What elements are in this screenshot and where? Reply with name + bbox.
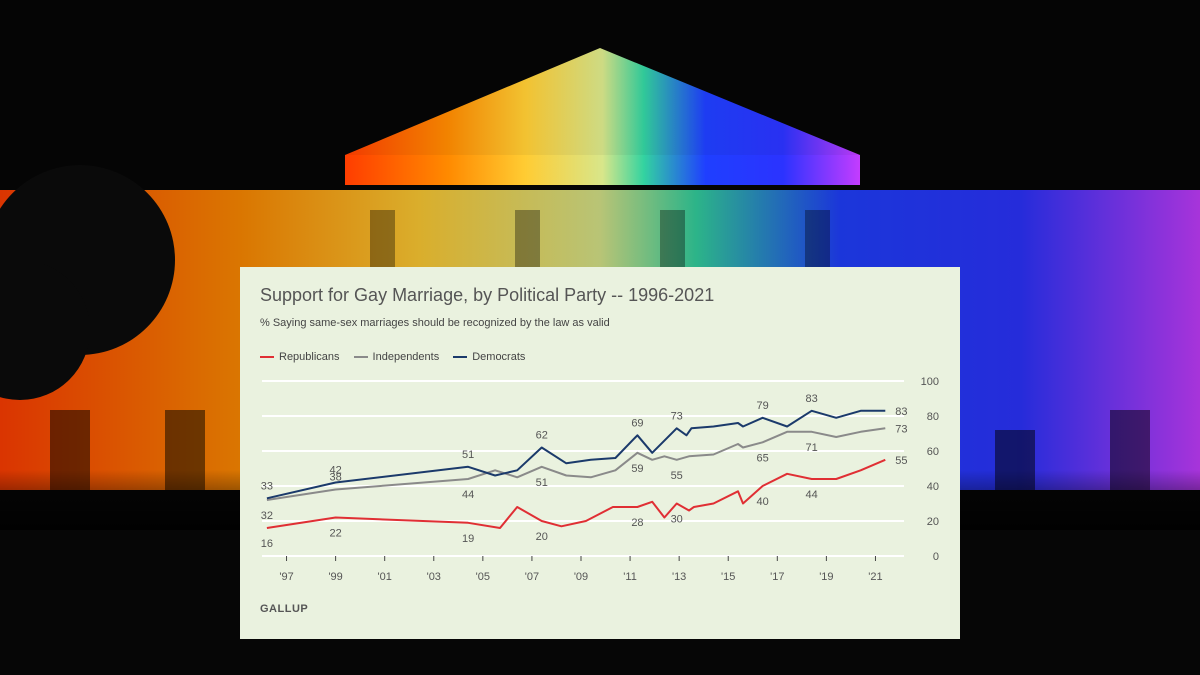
data-label-democrats: 79 [756,400,768,412]
legend-label-independents: Independents [372,351,440,363]
x-tick-label: '15 [721,571,735,583]
data-label-republicans: 20 [536,531,548,543]
y-tick-label: 100 [921,376,939,388]
legend-item-independents: Independents [353,351,440,363]
data-label-independents: 32 [261,510,273,522]
data-label-independents: 55 [671,470,683,482]
data-label-republicans: 30 [671,514,683,526]
chart-legend: Republicans Independents Democrats [260,351,525,363]
data-label-republicans: 19 [462,533,474,545]
data-label-independents: 59 [631,463,643,475]
legend-item-republicans: Republicans [260,351,340,363]
legend-swatch-independents [353,356,368,358]
y-tick-label: 20 [927,516,939,528]
y-tick-label: 40 [927,481,939,493]
legend-swatch-republicans [260,356,274,358]
line-chart: 16 22 19 20 28 30 40 44 55 32 38 44 51 59 55 65 71 73 33 42… [261,376,939,583]
x-tick-label: '01 [378,571,392,583]
data-label-democrats: 62 [536,430,548,442]
x-tick-label: '19 [819,571,833,583]
data-label-independents: 38 [329,472,341,484]
y-tick-label: 80 [927,411,939,423]
legend-swatch-democrats [453,356,468,358]
data-label-independents: 51 [536,477,548,489]
data-label-democrats: 51 [462,449,474,461]
x-tick-label: '21 [868,571,882,583]
series-line-republicans [266,458,886,529]
legend-item-democrats: Democrats [453,351,525,363]
x-tick-label: '11 [623,571,637,583]
y-tick-label: 60 [927,446,939,458]
x-tick-label: '05 [476,571,490,583]
data-label-republicans: 28 [631,517,643,529]
data-label-democrats: 73 [671,410,683,422]
data-label-democrats: 83 [895,406,907,418]
data-label-republicans: 40 [756,496,768,508]
data-label-independents: 73 [895,423,907,435]
x-tick-label: '03 [427,571,441,583]
y-tick-label: 0 [933,551,939,563]
legend-label-republicans: Republicans [279,351,340,363]
x-tick-label: '97 [279,571,293,583]
chart-subtitle: % Saying same-sex marriages should be re… [260,317,610,329]
chart-card: 16 22 19 20 28 30 40 44 55 32 38 44 51 59 55 65 71 73 33 42… [240,267,960,639]
x-tick-label: '09 [574,571,588,583]
x-tick-label: '07 [525,571,539,583]
data-label-democrats: 69 [631,417,643,429]
series-line-democrats [266,409,886,500]
series-line-independents [266,427,886,501]
x-tick-label: '17 [770,571,784,583]
data-label-republicans: 55 [895,455,907,467]
data-label-independents: 44 [462,489,474,501]
data-label-democrats: 42 [329,465,341,477]
data-label-independents: 71 [806,442,818,454]
data-label-democrats: 33 [261,480,273,492]
data-label-republicans: 44 [806,489,818,501]
data-label-republicans: 22 [329,528,341,540]
legend-label-democrats: Democrats [472,351,526,363]
x-tick-label: '99 [328,571,342,583]
source-label: GALLUP [260,603,309,615]
x-tick-label: '13 [672,571,686,583]
data-label-independents: 65 [756,452,768,464]
data-label-republicans: 16 [261,538,273,550]
data-label-democrats: 83 [806,393,818,405]
chart-title: Support for Gay Marriage, by Political P… [260,285,715,305]
